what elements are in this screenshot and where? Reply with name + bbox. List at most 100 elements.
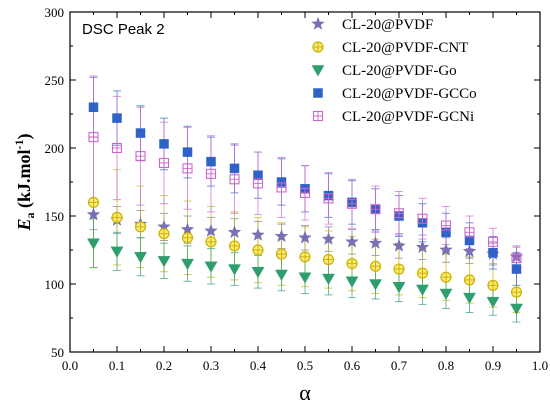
data-point [392,238,406,252]
data-point [112,113,122,123]
data-point [87,238,100,250]
data-point [416,284,429,296]
y-axis-label-main: E [14,218,34,231]
data-point [87,196,100,208]
x-tick-label: 0.6 [344,358,361,373]
data-point [252,178,264,189]
data-point [299,187,311,198]
x-axis-label: α [299,380,311,405]
data-point [463,274,476,286]
chart-annotation: DSC Peak 2 [82,21,165,38]
data-point [88,132,99,143]
data-point [252,244,264,256]
data-point [511,253,522,264]
data-point [487,236,499,247]
data-point [392,281,406,294]
data-point [298,230,312,244]
y-tick-label: 200 [45,141,65,156]
data-point [393,208,405,219]
x-tick-label: 0.1 [109,358,125,373]
data-point [227,225,242,239]
data-point [229,163,240,174]
data-point [157,256,171,268]
data-point [463,292,476,305]
y-tick-labels: 50 100 150 200 250 300 [45,5,65,360]
data-point [322,273,335,286]
data-point [274,229,289,243]
data-point [345,276,359,288]
legend-marker [312,41,324,53]
x-tick-label: 0.3 [203,358,219,373]
legend: CL-20@PVDF CL-20@PVDF-CNT CL-20@PVDF-Go CL-… [311,16,477,125]
data-point [134,221,147,233]
x-tick-label: 0.5 [297,358,313,373]
data-point [110,246,124,258]
data-point [111,142,123,154]
data-point [439,242,453,256]
data-point [369,260,382,272]
x-tick-label: 0.9 [485,358,501,373]
data-point [181,232,194,244]
data-point [486,296,500,309]
x-tick-label: 0.8 [438,358,454,373]
y-axis-label-sup: -1 [12,139,26,149]
data-point [205,236,217,248]
data-point [182,163,193,174]
x-tick-label: 0.4 [250,358,267,373]
data-point [111,211,123,223]
legend-marker [311,16,325,30]
y-tick-label: 100 [45,277,65,292]
legend-label: CL-20@PVDF-Go [342,63,457,79]
data-point [228,240,241,252]
legend-label: CL-20@PVDF [342,17,433,33]
data-point [86,207,101,221]
data-point [370,204,381,215]
data-point [416,267,429,279]
data-point [158,157,170,169]
data-point [440,220,452,231]
data-point [205,168,217,179]
data-point [511,264,522,274]
x-tick-label: 0.2 [156,358,172,373]
legend-marker [313,88,323,98]
x-tick-labels: 0.0 0.1 0.2 0.3 0.4 0.5 0.6 0.7 0.8 0.9 1.0 [62,358,548,373]
y-tick-label: 50 [51,345,64,360]
data-point [298,272,312,284]
data-point [322,253,335,266]
x-tick-label: 0.7 [391,358,408,373]
data-point [135,151,146,162]
data-point [510,303,523,315]
x-tick-label: 1.0 [532,358,548,373]
y-axis-label-close: ) [14,133,35,139]
data-point [135,128,146,138]
data-point [439,288,453,301]
data-point [346,198,358,209]
data-point [182,147,193,157]
y-axis-label: Ea (kJ.mol-1) [12,133,37,231]
data-points [86,102,524,315]
data-point [251,267,265,279]
data-point [204,261,218,273]
data-point [345,234,359,248]
data-point [228,264,241,276]
data-point [204,223,218,237]
y-tick-label: 300 [45,5,65,20]
data-point [487,279,499,291]
data-point [181,258,194,271]
data-point [415,240,430,254]
data-point [368,235,383,250]
data-point [323,193,334,204]
data-point [159,139,169,149]
data-point [299,251,311,263]
data-point [88,102,99,112]
data-point [275,269,288,281]
data-point [417,213,428,224]
data-point [251,227,265,241]
data-point [510,286,523,298]
data-point [206,156,216,167]
y-axis-label-units: (kJ.mol [14,149,35,212]
y-axis-label-sub: a [23,212,37,218]
legend-label: CL-20@PVDF-GCNi [342,109,474,125]
data-point [276,182,287,193]
